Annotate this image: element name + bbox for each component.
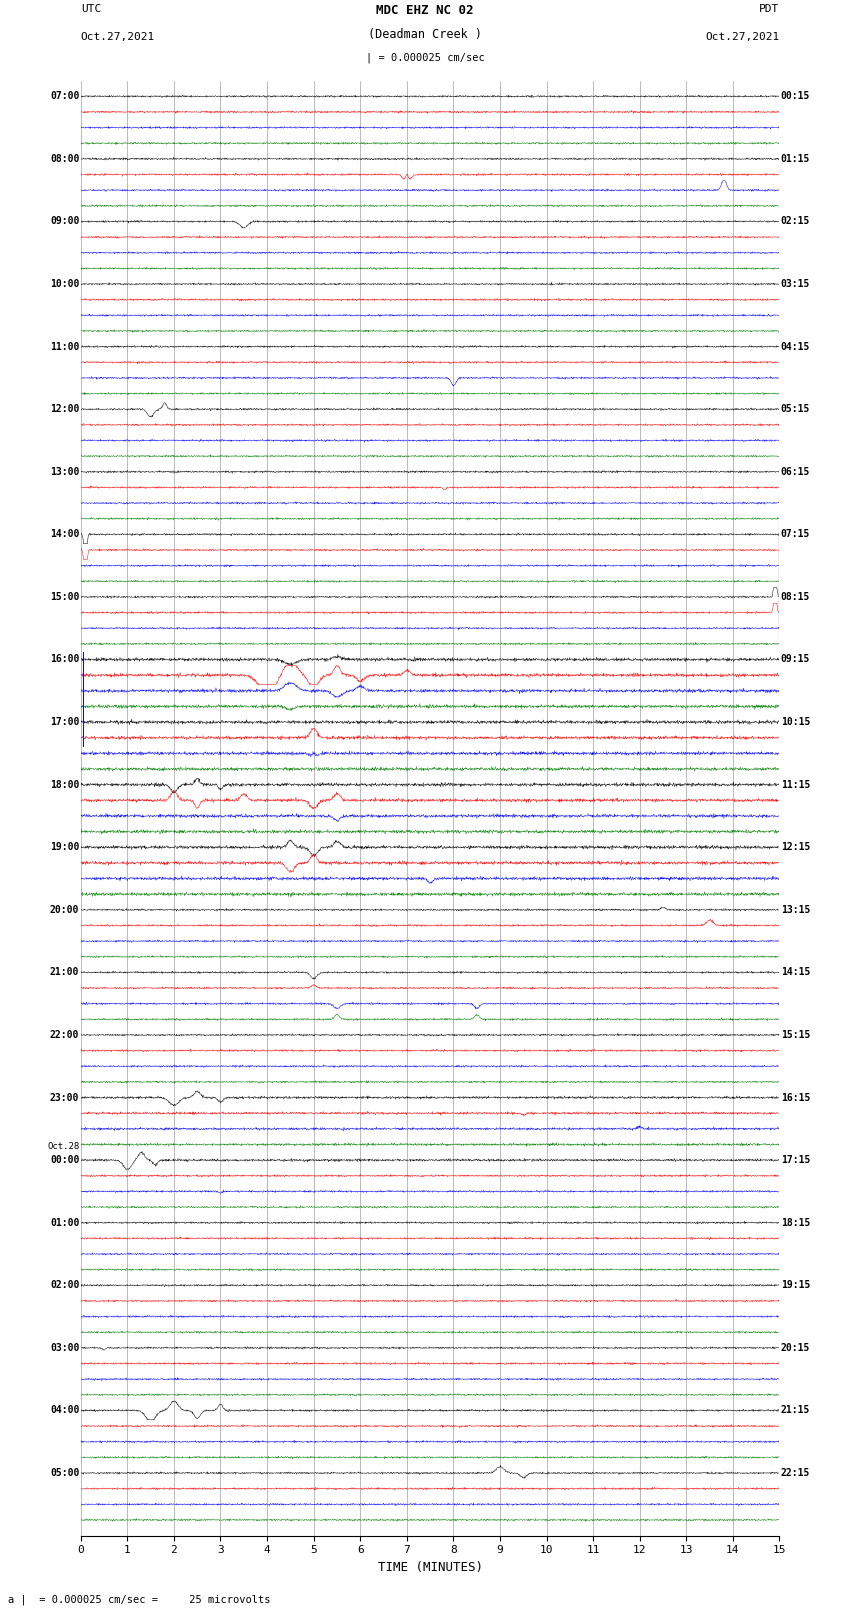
Text: UTC: UTC <box>81 5 101 15</box>
Text: (Deadman Creek ): (Deadman Creek ) <box>368 29 482 42</box>
Text: 01:00: 01:00 <box>50 1218 79 1227</box>
Text: 08:00: 08:00 <box>50 153 79 165</box>
Text: 07:15: 07:15 <box>781 529 810 539</box>
Text: 03:15: 03:15 <box>781 279 810 289</box>
Text: 20:15: 20:15 <box>781 1344 810 1353</box>
Text: MDC EHZ NC 02: MDC EHZ NC 02 <box>377 5 473 18</box>
Text: 07:00: 07:00 <box>50 92 79 102</box>
Text: 10:00: 10:00 <box>50 279 79 289</box>
Text: 09:00: 09:00 <box>50 216 79 226</box>
Text: 00:00: 00:00 <box>50 1155 79 1165</box>
Text: 02:15: 02:15 <box>781 216 810 226</box>
Text: 21:15: 21:15 <box>781 1405 810 1416</box>
Text: 14:15: 14:15 <box>781 968 810 977</box>
Text: 08:15: 08:15 <box>781 592 810 602</box>
Text: 22:00: 22:00 <box>50 1031 79 1040</box>
Text: 03:00: 03:00 <box>50 1344 79 1353</box>
Text: 19:00: 19:00 <box>50 842 79 852</box>
Text: 21:00: 21:00 <box>50 968 79 977</box>
Text: 20:00: 20:00 <box>50 905 79 915</box>
Text: 04:15: 04:15 <box>781 342 810 352</box>
Text: 05:15: 05:15 <box>781 405 810 415</box>
Text: 18:15: 18:15 <box>781 1218 810 1227</box>
Text: 12:00: 12:00 <box>50 405 79 415</box>
Text: 10:15: 10:15 <box>781 718 810 727</box>
Text: 17:15: 17:15 <box>781 1155 810 1165</box>
Text: 11:15: 11:15 <box>781 779 810 790</box>
Text: 16:00: 16:00 <box>50 655 79 665</box>
Text: 00:15: 00:15 <box>781 92 810 102</box>
Text: 16:15: 16:15 <box>781 1092 810 1103</box>
Text: 17:00: 17:00 <box>50 718 79 727</box>
Text: 14:00: 14:00 <box>50 529 79 539</box>
Text: 19:15: 19:15 <box>781 1281 810 1290</box>
Text: 04:00: 04:00 <box>50 1405 79 1416</box>
Text: Oct.27,2021: Oct.27,2021 <box>81 32 155 42</box>
X-axis label: TIME (MINUTES): TIME (MINUTES) <box>377 1561 483 1574</box>
Text: 02:00: 02:00 <box>50 1281 79 1290</box>
Text: 01:15: 01:15 <box>781 153 810 165</box>
Text: Oct.27,2021: Oct.27,2021 <box>706 32 779 42</box>
Text: 18:00: 18:00 <box>50 779 79 790</box>
Text: 09:15: 09:15 <box>781 655 810 665</box>
Text: Oct.28: Oct.28 <box>47 1142 79 1152</box>
Text: 15:00: 15:00 <box>50 592 79 602</box>
Text: 11:00: 11:00 <box>50 342 79 352</box>
Text: 13:00: 13:00 <box>50 466 79 477</box>
Text: 13:15: 13:15 <box>781 905 810 915</box>
Text: | = 0.000025 cm/sec: | = 0.000025 cm/sec <box>366 52 484 63</box>
Text: 15:15: 15:15 <box>781 1031 810 1040</box>
Text: a |  = 0.000025 cm/sec =     25 microvolts: a | = 0.000025 cm/sec = 25 microvolts <box>8 1594 271 1605</box>
Text: 22:15: 22:15 <box>781 1468 810 1478</box>
Text: 23:00: 23:00 <box>50 1092 79 1103</box>
Text: 05:00: 05:00 <box>50 1468 79 1478</box>
Text: PDT: PDT <box>759 5 779 15</box>
Text: 12:15: 12:15 <box>781 842 810 852</box>
Text: 06:15: 06:15 <box>781 466 810 477</box>
